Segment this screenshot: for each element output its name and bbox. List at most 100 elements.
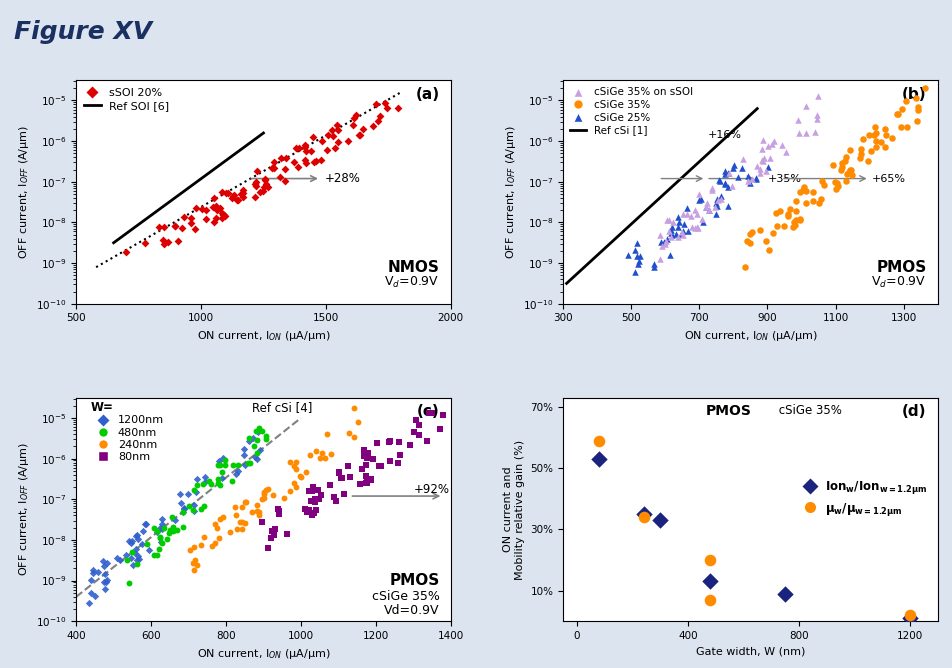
Point: [276, 492, 291, 503]
Point: [341, 428, 356, 438]
Point: [197, 476, 212, 487]
Point: [217, 210, 232, 220]
Point: [310, 485, 326, 496]
Point: [721, 168, 736, 178]
Point: [668, 228, 684, 239]
Point: [759, 165, 774, 176]
Point: [238, 496, 253, 507]
Point: [353, 130, 368, 141]
Point: [252, 510, 268, 520]
Point: [699, 202, 714, 213]
Point: [853, 153, 868, 164]
Point: [894, 122, 909, 132]
Point: [230, 466, 246, 477]
Point: [717, 166, 732, 177]
Point: [248, 181, 264, 192]
Point: [314, 448, 329, 459]
Point: [891, 109, 906, 120]
Point: [366, 120, 381, 131]
Point: [674, 227, 689, 238]
Point: [212, 202, 228, 213]
Point: [351, 130, 367, 141]
Point: [660, 214, 675, 225]
Point: [166, 522, 181, 532]
Point: [749, 160, 764, 171]
Point: [807, 126, 823, 137]
Point: [783, 204, 798, 214]
Point: [867, 122, 883, 132]
Point: [237, 518, 252, 528]
Point: [152, 532, 168, 543]
Point: [288, 482, 304, 493]
Point: [249, 448, 265, 458]
Point: [708, 198, 724, 209]
Point: [176, 211, 191, 222]
Point: [211, 456, 227, 466]
Point: [224, 193, 239, 204]
Point: [862, 130, 877, 140]
Point: [313, 155, 328, 166]
Point: [129, 530, 145, 540]
Point: [188, 224, 203, 234]
Point: [358, 470, 373, 481]
Point: [293, 471, 308, 482]
Point: [591, 454, 606, 464]
Point: [308, 156, 324, 166]
Point: [809, 110, 824, 121]
Point: [748, 173, 764, 184]
Point: [153, 536, 169, 547]
Point: [245, 507, 260, 518]
Point: [138, 238, 153, 248]
Point: [120, 554, 135, 565]
Point: [218, 210, 233, 221]
Point: [420, 436, 435, 446]
Point: [346, 120, 361, 131]
Point: [265, 526, 280, 536]
Point: [873, 136, 888, 147]
Point: [713, 194, 728, 204]
Point: [853, 149, 868, 160]
Point: [775, 140, 790, 150]
Point: [670, 222, 685, 232]
Point: [189, 474, 205, 485]
Point: [672, 216, 687, 227]
Point: [242, 436, 257, 447]
Legend: $\mathbf{Ion_w/Ion_{w=1.2\mu m}}$, $\mathbf{\mu_w/\mu_{w=1.2\mu m}}$: $\mathbf{Ion_w/Ion_{w=1.2\mu m}}$, $\mat…: [799, 474, 932, 522]
Point: [335, 473, 350, 484]
Point: [902, 613, 918, 623]
Point: [805, 187, 821, 198]
Point: [368, 99, 384, 110]
Point: [234, 502, 249, 512]
Point: [248, 500, 264, 510]
Point: [725, 163, 741, 174]
Point: [330, 125, 346, 136]
Point: [258, 174, 273, 185]
Point: [721, 200, 736, 211]
Point: [776, 220, 791, 231]
Point: [312, 453, 327, 464]
Point: [717, 168, 732, 179]
Point: [902, 610, 918, 621]
Point: [830, 178, 845, 188]
Text: (d): (d): [902, 404, 926, 420]
Point: [255, 186, 270, 196]
Point: [307, 496, 323, 507]
Point: [298, 146, 313, 156]
Point: [149, 526, 165, 537]
Point: [736, 154, 751, 164]
X-axis label: ON current, I$_{ON}$ (μA/μm): ON current, I$_{ON}$ (μA/μm): [197, 647, 330, 661]
Point: [142, 545, 157, 556]
Point: [304, 496, 319, 507]
Point: [257, 486, 272, 497]
Point: [170, 236, 186, 246]
Point: [329, 120, 345, 130]
Point: [272, 172, 288, 182]
Point: [798, 128, 813, 138]
Point: [247, 441, 262, 452]
Point: [305, 482, 320, 492]
Point: [704, 182, 719, 193]
Point: [788, 195, 803, 206]
Point: [843, 144, 858, 155]
Point: [411, 430, 426, 441]
Point: [302, 486, 317, 496]
